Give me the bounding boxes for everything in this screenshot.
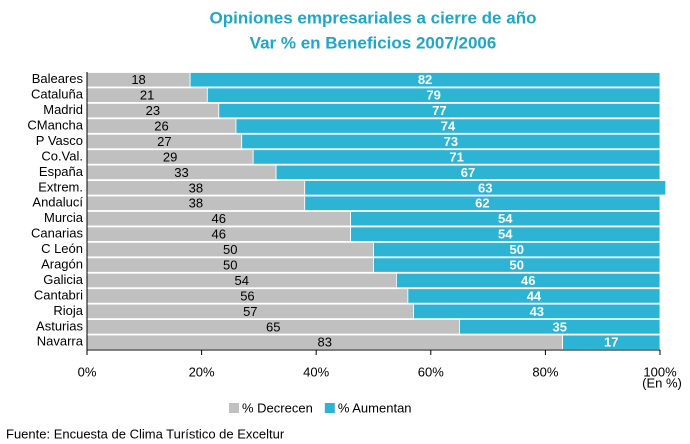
legend-label: % Aumentan bbox=[338, 400, 412, 415]
bar-segment bbox=[304, 195, 661, 211]
x-tick-label: 60% bbox=[418, 364, 444, 379]
y-tick-label: Murcia bbox=[44, 210, 84, 225]
value-label: 44 bbox=[527, 288, 542, 303]
x-tick-label: 80% bbox=[532, 364, 558, 379]
y-tick-label: Galicia bbox=[43, 272, 84, 287]
y-tick-label: Cantabri bbox=[34, 287, 83, 302]
value-label: 50 bbox=[223, 242, 237, 257]
value-label: 73 bbox=[444, 134, 458, 149]
x-tick-label: 40% bbox=[303, 364, 329, 379]
bar-segment bbox=[350, 211, 661, 227]
value-label: 29 bbox=[163, 149, 177, 164]
bar-segment bbox=[218, 102, 661, 119]
value-label: 56 bbox=[240, 288, 254, 303]
value-label: 23 bbox=[146, 103, 160, 118]
value-label: 21 bbox=[140, 88, 154, 103]
bar-segment bbox=[459, 319, 661, 335]
value-label: 54 bbox=[498, 227, 513, 242]
value-label: 62 bbox=[475, 196, 489, 211]
value-label: 77 bbox=[432, 103, 446, 118]
value-label: 46 bbox=[212, 211, 226, 226]
bar-segment bbox=[350, 226, 661, 242]
value-label: 79 bbox=[426, 88, 440, 103]
legend-swatch bbox=[324, 403, 335, 413]
value-label: 46 bbox=[521, 273, 535, 288]
bar-segment bbox=[413, 303, 661, 320]
x-axis-label: (En %) bbox=[642, 375, 682, 390]
bar-segment bbox=[407, 288, 661, 304]
value-label: 54 bbox=[234, 273, 248, 288]
value-label: 43 bbox=[530, 304, 544, 319]
chart-subtitle: Var % en Beneficios 2007/2006 bbox=[250, 33, 497, 52]
value-label: 35 bbox=[552, 319, 566, 334]
y-tick-label: Canarias bbox=[31, 226, 84, 241]
value-label: 50 bbox=[510, 242, 524, 257]
value-label: 63 bbox=[478, 180, 492, 195]
y-tick-label: Co.Val. bbox=[41, 148, 83, 163]
bar-segment bbox=[206, 87, 661, 103]
bar-segment bbox=[304, 180, 667, 196]
y-tick-label: Asturias bbox=[36, 318, 83, 333]
value-label: 71 bbox=[449, 149, 463, 164]
x-tick-label: 100% bbox=[643, 364, 677, 379]
bar-segment bbox=[189, 72, 661, 88]
value-label: 50 bbox=[223, 257, 237, 272]
y-tick-label: CMancha bbox=[27, 117, 83, 132]
value-label: 18 bbox=[131, 72, 145, 87]
value-label: 82 bbox=[418, 72, 432, 87]
bar-segment bbox=[275, 164, 661, 181]
value-label: 57 bbox=[243, 304, 257, 319]
y-tick-label: Madrid bbox=[43, 102, 83, 117]
chart-title: Opiniones empresariales a cierre de año bbox=[210, 8, 537, 27]
value-label: 38 bbox=[189, 196, 203, 211]
bar-segment bbox=[373, 241, 661, 258]
y-tick-label: Cataluña bbox=[31, 87, 84, 102]
y-tick-label: Navarra bbox=[37, 334, 84, 349]
bar-segment bbox=[241, 133, 661, 150]
legend-label: % Decrecen bbox=[242, 400, 313, 415]
value-label: 50 bbox=[510, 257, 524, 272]
y-tick-label: Andalucí bbox=[32, 195, 83, 210]
value-label: 33 bbox=[174, 165, 188, 180]
y-tick-label: Extrem. bbox=[38, 179, 83, 194]
value-label: 46 bbox=[212, 227, 226, 242]
y-tick-label: Rioja bbox=[53, 303, 83, 318]
bar-segment bbox=[252, 149, 661, 165]
value-label: 38 bbox=[189, 180, 203, 195]
bar-segment bbox=[373, 257, 661, 273]
legend-swatch bbox=[229, 403, 239, 413]
value-label: 74 bbox=[441, 118, 456, 133]
y-tick-label: P Vasco bbox=[36, 133, 83, 148]
y-tick-label: C León bbox=[41, 241, 83, 256]
value-label: 17 bbox=[604, 335, 618, 350]
bar-segment bbox=[396, 272, 661, 289]
y-tick-label: España bbox=[39, 164, 84, 179]
value-label: 65 bbox=[266, 319, 280, 334]
value-label: 67 bbox=[461, 165, 475, 180]
value-label: 54 bbox=[498, 211, 513, 226]
y-tick-label: Aragón bbox=[41, 256, 83, 271]
x-tick-label: 0% bbox=[78, 364, 97, 379]
source: Fuente: Encuesta de Clima Turístico de E… bbox=[6, 426, 285, 441]
value-label: 26 bbox=[154, 118, 168, 133]
x-tick-label: 20% bbox=[189, 364, 215, 379]
y-tick-label: Baleares bbox=[32, 71, 84, 86]
bar-segment bbox=[235, 118, 661, 134]
value-label: 83 bbox=[318, 335, 332, 350]
value-label: 27 bbox=[157, 134, 171, 149]
